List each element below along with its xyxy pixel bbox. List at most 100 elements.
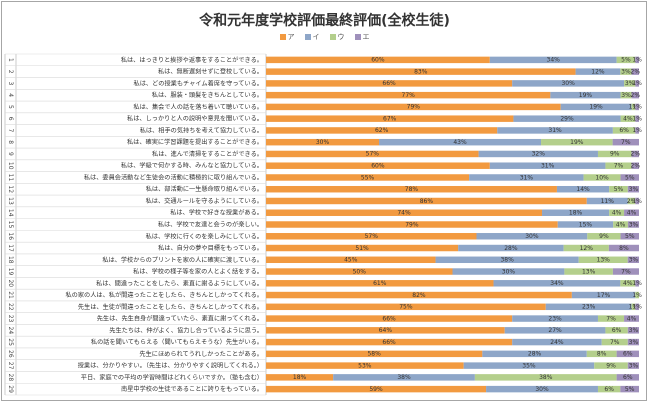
bar-segment bbox=[635, 280, 639, 287]
bar-segment bbox=[266, 327, 505, 334]
category-number: 27 bbox=[7, 362, 14, 370]
bar-segment bbox=[266, 174, 470, 181]
data-label: 7% bbox=[614, 163, 624, 170]
category-number: 10 bbox=[7, 162, 14, 170]
data-label: 23% bbox=[582, 304, 596, 311]
bar-segment bbox=[560, 103, 632, 111]
data-label: 66% bbox=[382, 80, 396, 87]
bar-segment bbox=[266, 197, 587, 205]
bar-segment bbox=[266, 91, 551, 99]
bar-segment bbox=[266, 209, 543, 216]
bar-segment bbox=[266, 56, 490, 64]
bar-segment bbox=[469, 174, 584, 181]
category-number: 22 bbox=[7, 303, 14, 311]
data-label: 79% bbox=[405, 221, 419, 228]
data-label: 4% bbox=[627, 315, 637, 322]
data-label: 14% bbox=[576, 186, 590, 193]
category-label: 私は、自分の夢や目標をもっている。 bbox=[158, 244, 263, 252]
legend-item: ア bbox=[279, 32, 295, 42]
category-label: 私は、集会で人の話を落ち着いて聴いている。 bbox=[133, 103, 263, 111]
data-label: 15% bbox=[579, 221, 593, 228]
bar-segment bbox=[452, 268, 565, 275]
bar-segment bbox=[266, 338, 513, 346]
legend-swatch bbox=[329, 34, 336, 40]
data-label: 3% bbox=[629, 362, 639, 369]
data-label: 2% bbox=[631, 151, 641, 158]
data-label: 67% bbox=[383, 115, 397, 122]
category-number: 16 bbox=[7, 232, 14, 240]
category-label: 私は、学校で好きな授業がある。 bbox=[170, 209, 263, 217]
data-label: 2% bbox=[631, 163, 641, 170]
data-label: 8% bbox=[597, 351, 607, 358]
legend-swatch bbox=[354, 34, 361, 40]
data-label: 28% bbox=[528, 351, 542, 358]
bar-segment bbox=[631, 91, 639, 99]
legend-item: イ bbox=[304, 32, 320, 42]
data-label: 1% bbox=[632, 280, 642, 287]
data-label: 60% bbox=[371, 163, 385, 170]
data-label: 60% bbox=[371, 57, 385, 64]
bar-segment bbox=[612, 268, 639, 275]
data-label: 12% bbox=[591, 68, 605, 75]
data-label: 34% bbox=[547, 57, 561, 64]
data-label: 5% bbox=[625, 233, 635, 240]
bar-segment bbox=[542, 209, 610, 216]
category-number: 26 bbox=[7, 350, 14, 358]
bar-segment bbox=[563, 244, 609, 252]
data-label: 59% bbox=[369, 386, 383, 393]
category-number: 14 bbox=[7, 209, 14, 217]
bar-segment bbox=[458, 244, 564, 252]
data-label: 35% bbox=[522, 362, 536, 369]
data-label: 3% bbox=[629, 221, 639, 228]
data-label: 3% bbox=[621, 92, 631, 99]
data-label: 78% bbox=[405, 186, 419, 193]
category-number: 2 bbox=[7, 70, 14, 74]
data-label: 79% bbox=[407, 104, 421, 111]
bar-segment bbox=[620, 280, 636, 287]
category-number: 15 bbox=[7, 221, 14, 229]
data-label: 6% bbox=[623, 374, 633, 381]
category-number: 29 bbox=[7, 385, 14, 393]
bar-segment bbox=[493, 280, 621, 287]
bar-segment bbox=[478, 150, 598, 158]
bar-segment bbox=[266, 385, 487, 393]
bar-segment bbox=[620, 233, 639, 240]
bar-segment bbox=[474, 374, 617, 381]
data-label: 30% bbox=[535, 386, 549, 393]
data-label: 4% bbox=[627, 210, 637, 217]
data-label: 1% bbox=[632, 292, 642, 299]
legend-label: ア bbox=[287, 33, 295, 41]
bar-segment bbox=[512, 80, 625, 87]
category-number: 25 bbox=[7, 338, 14, 346]
bar-segment bbox=[620, 115, 636, 122]
category-number: 12 bbox=[7, 185, 14, 193]
chart-title: 令和元年度学校評価最終評価(全校生徒) bbox=[199, 13, 450, 29]
data-label: 31% bbox=[548, 127, 562, 134]
category-number: 4 bbox=[7, 93, 14, 97]
bar-segment bbox=[631, 303, 636, 311]
category-label: 南星中学校の生徒であることに誇りをもっている。 bbox=[121, 385, 263, 393]
data-label: 5% bbox=[614, 186, 624, 193]
category-label: 私は、学校からのプリントを家の人に確実に渡している。 bbox=[102, 256, 263, 264]
category-label: 私は、はっきりと挨拶や返事をすることができる。 bbox=[121, 56, 263, 64]
data-label: 29% bbox=[560, 115, 574, 122]
data-label: 17% bbox=[597, 292, 611, 299]
legend-item: エ bbox=[354, 32, 370, 42]
data-label: 6% bbox=[623, 351, 633, 358]
data-label: 75% bbox=[399, 304, 413, 311]
category-number: 1 bbox=[7, 58, 14, 62]
bar-segment bbox=[594, 362, 628, 369]
data-label: 30% bbox=[525, 233, 539, 240]
data-label: 9% bbox=[610, 151, 620, 158]
data-label: 3% bbox=[629, 257, 639, 264]
data-label: 6% bbox=[619, 127, 629, 134]
data-label: 31% bbox=[541, 163, 555, 170]
legend-swatch bbox=[304, 34, 311, 40]
category-label: 先生は、生徒が間違ったことをしたら、きちんとしかってくれる。 bbox=[78, 303, 263, 311]
category-label: 私は、学校に行くのを楽しみにしている。 bbox=[146, 232, 263, 240]
data-label: 8% bbox=[619, 245, 629, 252]
bar-segment bbox=[635, 303, 639, 311]
bar-segment bbox=[512, 338, 602, 346]
data-label: 38% bbox=[500, 257, 514, 264]
data-label: 50% bbox=[353, 268, 367, 275]
